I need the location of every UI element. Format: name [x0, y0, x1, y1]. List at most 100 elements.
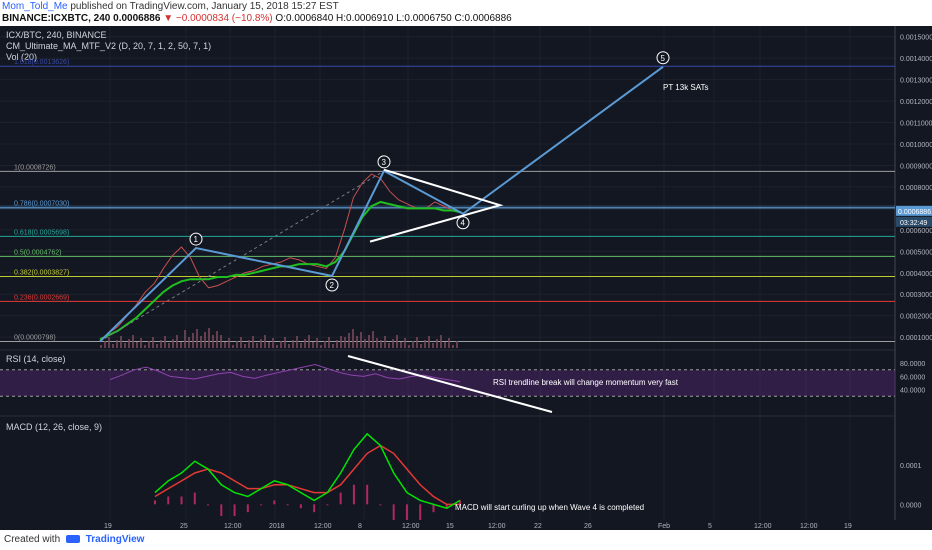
volume-bar — [336, 340, 338, 348]
volume-bar — [260, 339, 262, 348]
symbol-line: BINANCE:ICXBTC, 240 — [2, 13, 111, 24]
macd-line — [154, 432, 461, 510]
price-tick-label: 0.0010000 — [900, 142, 932, 149]
volume-bar — [436, 339, 438, 348]
volume-bar — [240, 337, 242, 348]
macd-histogram-bar — [193, 492, 196, 505]
volume-bar — [252, 336, 254, 348]
time-tick-label: 15 — [446, 523, 454, 530]
price-tick-label: 0.0004000 — [900, 271, 932, 278]
fib-label: 1(0.0008726) — [14, 164, 56, 171]
wave-marker-circle — [656, 51, 670, 65]
triangle-pattern — [369, 168, 504, 243]
volume-bar — [312, 342, 314, 348]
volume-bar — [180, 342, 182, 348]
time-tick-label: 19 — [844, 523, 852, 530]
volume-bar — [148, 341, 150, 348]
volume-bar — [308, 335, 310, 348]
time-tick-label: 12:00 — [224, 523, 242, 530]
rsi-tick-label: 80.0000 — [900, 361, 925, 368]
volume-bar — [328, 337, 330, 348]
volume-bar — [256, 343, 258, 348]
macd-histogram-bar — [233, 504, 236, 517]
rsi-trendline — [347, 355, 553, 413]
price-tick-label: 0.0013000 — [900, 78, 932, 85]
fib-levels: 1.618(0.0013626) 1(0.0008726) 0.786(0.0007… — [0, 59, 895, 342]
volume-bar — [372, 331, 374, 348]
volume-bar — [280, 341, 282, 348]
current-price-tag — [896, 205, 932, 216]
fib-label: 1.618(0.0013626) — [14, 59, 69, 66]
volume-bar — [356, 336, 358, 348]
volume-bar — [136, 342, 138, 348]
chart-area[interactable]: ICX/BTC, 240, BINANCE CM_Ultimate_MA_MTF… — [0, 26, 932, 530]
volume-bar — [340, 336, 342, 348]
volume-bar — [144, 345, 146, 348]
volume-bar — [128, 339, 130, 348]
volume-bar — [152, 337, 154, 348]
volume-bar — [288, 344, 290, 348]
macd-histogram-bar — [260, 504, 263, 506]
time-tick-label: 19 — [104, 523, 112, 530]
volume-bar — [276, 345, 278, 348]
volume-bar — [424, 340, 426, 348]
volume-bar — [176, 335, 178, 348]
volume-bar — [248, 340, 250, 348]
volume-bar — [428, 336, 430, 348]
volume-bar — [448, 338, 450, 348]
price-tick-label: 0.0006000 — [900, 228, 932, 235]
volume-bar — [168, 343, 170, 348]
fib-label: 0.5(0.0004762) — [14, 249, 61, 256]
tradingview-brand[interactable]: TradingView — [85, 534, 145, 545]
wave-marker-circle — [189, 232, 203, 246]
time-tick-label: 12:00 — [754, 523, 772, 530]
volume-bar — [212, 335, 214, 348]
volume-bar — [292, 340, 294, 348]
volume-bar — [172, 339, 174, 348]
volume-bar — [296, 336, 298, 348]
legend-symbol: ICX/BTC, 240, BINANCE — [6, 30, 107, 40]
volume-bar — [408, 345, 410, 348]
volume-bar — [348, 333, 350, 348]
price-tick-label: 0.0003000 — [900, 292, 932, 299]
price-tick-label: 0.0008000 — [900, 185, 932, 192]
volume-bar — [132, 335, 134, 348]
wave-marker-circle — [456, 216, 470, 230]
volume-bar — [216, 331, 218, 348]
volume-bar — [300, 343, 302, 348]
volume-bar — [420, 344, 422, 348]
volume-bar — [352, 329, 354, 348]
time-tick-label: 25 — [180, 523, 188, 530]
current-price: 0.0006886 — [113, 13, 161, 24]
volume-bar — [416, 337, 418, 348]
time-tick-label: 12:00 — [800, 523, 818, 530]
volume-bar — [124, 343, 126, 348]
rsi-tick-label: 40.0000 — [900, 388, 925, 395]
macd-histogram-bar — [459, 500, 461, 505]
volume-bar — [228, 338, 230, 348]
pt-annotation: PT 13k SATs — [663, 83, 709, 92]
wave-path — [99, 65, 664, 343]
macd-histogram-bar — [339, 492, 342, 505]
wave-marker-label: 5 — [661, 54, 666, 63]
macd-histogram-bar — [286, 504, 289, 506]
price-tick-label: 0.0014000 — [900, 56, 932, 63]
price-axis: 0.0015000 0.0014000 0.0013000 0.0012000 0.00… — [896, 35, 932, 342]
volume-bar — [264, 335, 266, 348]
volume-bar — [380, 340, 382, 348]
macd-histogram-bar — [379, 504, 382, 506]
author-link[interactable]: Mom_Told_Me — [2, 1, 68, 12]
volume-bar — [368, 335, 370, 348]
volume-bar — [140, 338, 142, 348]
volume-bar — [284, 337, 286, 348]
candle-trace-line — [99, 173, 463, 342]
volume-bar — [220, 335, 222, 348]
macd-histogram-bar — [366, 484, 369, 505]
price-change: −0.0000834 (−10.8%) — [175, 13, 273, 24]
price-tick-label: 0.0002000 — [900, 314, 932, 321]
macd-histogram-bar — [326, 504, 329, 506]
volume-bar — [432, 343, 434, 348]
time-tick-label: 22 — [534, 523, 542, 530]
volume-bar — [444, 342, 446, 348]
volume-bar — [184, 330, 186, 348]
